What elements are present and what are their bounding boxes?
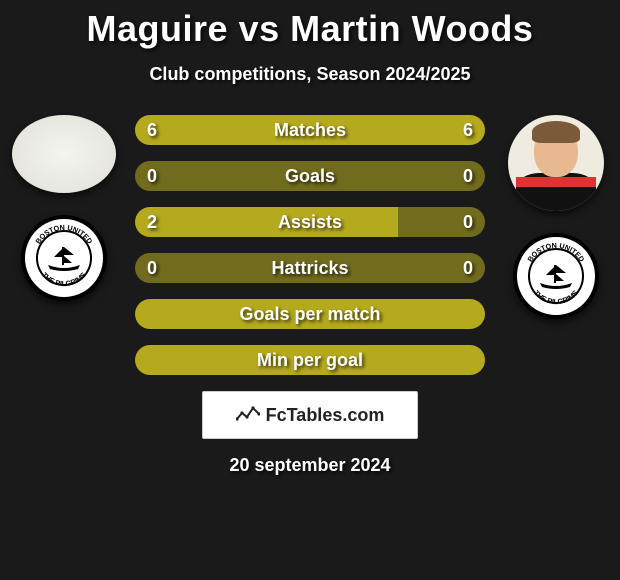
svg-text:BOSTON UNITED: BOSTON UNITED [33, 223, 94, 246]
stat-row: 0 0 Goals [135, 161, 485, 191]
stat-value-left: 6 [147, 120, 157, 141]
stat-label: Goals per match [239, 304, 380, 325]
stat-row: 0 0 Hattricks [135, 253, 485, 283]
right-badge-ring-text: BOSTON UNITED THE PILGRIMS [517, 237, 595, 315]
stats-bars: 6 6 Matches 0 0 Goals 2 0 Assists 0 0 Hattricks Goal… [135, 115, 485, 375]
stat-row: 2 0 Assists [135, 207, 485, 237]
stat-value-left: 0 [147, 258, 157, 279]
stat-value-right: 6 [463, 120, 473, 141]
stat-value-left: 2 [147, 212, 157, 233]
stat-label: Min per goal [257, 350, 363, 371]
stat-label: Matches [274, 120, 346, 141]
stat-value-right: 0 [463, 166, 473, 187]
stat-value-left: 0 [147, 166, 157, 187]
stat-value-right: 0 [463, 258, 473, 279]
left-player-column: BOSTON UNITED THE PILGRIMS [8, 115, 120, 301]
stat-label: Hattricks [271, 258, 348, 279]
watermark-text: FcTables.com [266, 405, 385, 426]
stat-label: Goals [285, 166, 335, 187]
left-club-badge: BOSTON UNITED THE PILGRIMS [21, 215, 107, 301]
comparison-content: BOSTON UNITED THE PILGRIMS [0, 115, 620, 375]
svg-text:THE PILGRIMS: THE PILGRIMS [40, 270, 88, 288]
right-player-photo [508, 115, 604, 211]
page-title: Maguire vs Martin Woods [0, 0, 620, 50]
right-club-badge: BOSTON UNITED THE PILGRIMS [513, 233, 599, 319]
left-badge-ring-text: BOSTON UNITED THE PILGRIMS [25, 219, 103, 297]
svg-text:THE PILGRIMS: THE PILGRIMS [532, 288, 580, 306]
right-player-column: BOSTON UNITED THE PILGRIMS [500, 115, 612, 319]
date-text: 20 september 2024 [0, 455, 620, 476]
watermark: FcTables.com [202, 391, 418, 439]
left-player-photo [12, 115, 116, 193]
stat-value-right: 0 [463, 212, 473, 233]
fctables-logo-icon [236, 405, 260, 425]
subtitle: Club competitions, Season 2024/2025 [0, 64, 620, 85]
stat-row: Goals per match [135, 299, 485, 329]
stat-label: Assists [278, 212, 342, 233]
svg-text:BOSTON UNITED: BOSTON UNITED [525, 241, 586, 264]
stat-row: Min per goal [135, 345, 485, 375]
stat-row: 6 6 Matches [135, 115, 485, 145]
